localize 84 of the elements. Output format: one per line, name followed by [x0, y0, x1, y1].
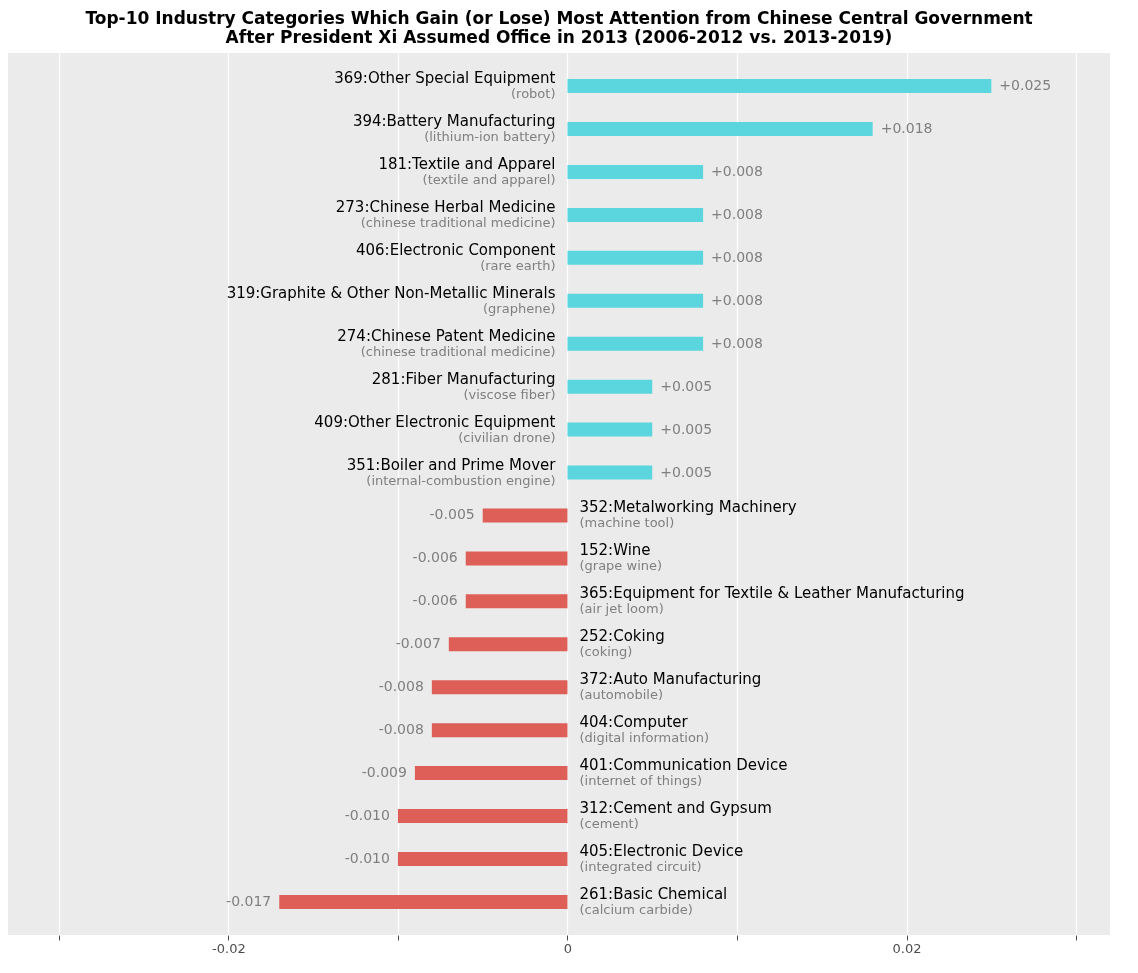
annotation: (machine tool) — [579, 515, 675, 531]
data-label: +0.008 — [711, 205, 763, 222]
y-tick-label: 369:Other Special Equipment — [334, 69, 556, 88]
data-label: +0.025 — [999, 77, 1052, 94]
data-label: -0.008 — [378, 678, 424, 695]
y-tick-label: 394:Battery Manufacturing — [352, 112, 556, 130]
y-tick-label: 406:Electronic Component — [355, 240, 556, 259]
annotation: (grape wine) — [579, 558, 663, 574]
y-tick-label: 409:Other Electronic Equipment — [314, 412, 556, 431]
annotation: (internal-combustion engine) — [366, 472, 556, 488]
bar — [397, 852, 568, 866]
annotation: (lithium-ion battery) — [424, 129, 556, 144]
bar — [567, 465, 653, 480]
annotation: (calcium carbide) — [579, 901, 693, 917]
annotation: (rare earth) — [480, 257, 556, 273]
x-tick-label: 0.02 — [892, 940, 922, 956]
annotation: (air jet loom) — [579, 601, 664, 617]
bar — [567, 122, 873, 136]
data-label: -0.006 — [412, 549, 458, 566]
y-tick-label: 152:Wine — [579, 541, 651, 560]
bar — [431, 723, 568, 738]
y-tick-label: 312:Cement and Gypsum — [579, 799, 772, 818]
y-tick-label: 405:Electronic Device — [579, 842, 744, 860]
bar — [567, 250, 704, 265]
y-tick-label: 274:Chinese Patent Medicine — [337, 326, 556, 345]
annotation: (automobile) — [579, 687, 663, 703]
data-label: -0.017 — [226, 892, 272, 909]
bar — [567, 164, 704, 179]
annotation: (graphene) — [483, 300, 556, 316]
annotation: (civilian drone) — [458, 429, 556, 445]
bar — [448, 637, 568, 652]
annotation: (cement) — [579, 816, 639, 832]
annotation: (integrated circuit) — [579, 859, 702, 874]
bar — [414, 766, 568, 781]
y-tick-label: 372:Auto Manufacturing — [579, 670, 762, 689]
bar — [465, 551, 568, 566]
y-tick-label: 319:Graphite & Other Non-Metallic Minerals — [226, 283, 556, 302]
data-label: +0.008 — [711, 248, 763, 265]
y-tick-label: 351:Boiler and Prime Mover — [346, 455, 557, 474]
data-label: +0.018 — [880, 120, 933, 136]
x-tick-label: 0 — [563, 940, 573, 956]
bar — [279, 894, 568, 909]
annotation: (internet of things) — [579, 773, 703, 789]
annotation: (chinese traditional medicine) — [360, 343, 556, 359]
annotation: (viscose fiber) — [463, 386, 556, 402]
data-label: -0.010 — [344, 807, 390, 824]
bar — [567, 79, 992, 94]
y-tick-label: 352:Metalworking Machinery — [579, 498, 797, 517]
bar — [482, 508, 568, 523]
bar — [397, 809, 568, 824]
y-tick-label: 273:Chinese Herbal Medicine — [335, 197, 556, 216]
y-tick-label: 281:Fiber Manufacturing — [371, 369, 556, 388]
bar — [567, 293, 704, 308]
chart-title: Top-10 Industry Categories Which Gain (or Lose) Most Attention from Chinese Central Government After President Xi Assumed Office in 2013 (2006-2012 vs. 2013-2019) — [85, 8, 1033, 47]
annotation: (robot) — [511, 86, 556, 102]
data-label: +0.008 — [711, 291, 763, 308]
bar — [567, 207, 704, 222]
data-label: +0.005 — [660, 463, 713, 480]
data-label: -0.005 — [429, 506, 475, 523]
data-label: -0.006 — [412, 592, 458, 609]
y-tick-label: 252:Coking — [579, 627, 665, 646]
annotation: (digital information) — [579, 730, 710, 746]
data-label: +0.008 — [711, 162, 763, 179]
x-tick-label: -0.02 — [212, 940, 246, 956]
y-tick-label: 401:Communication Device — [579, 756, 788, 775]
data-label: -0.008 — [378, 721, 424, 738]
data-label: +0.005 — [660, 420, 713, 437]
annotation: (coking) — [579, 644, 633, 660]
annotation: (textile and apparel) — [422, 171, 556, 187]
y-tick-label: 365:Equipment for Textile & Leather Manufacturing — [579, 584, 965, 603]
data-label: -0.010 — [344, 850, 390, 866]
y-tick-label: 181:Textile and Apparel — [378, 154, 556, 173]
bar — [567, 336, 704, 351]
annotation: (chinese traditional medicine) — [360, 214, 556, 230]
bar — [431, 680, 568, 695]
y-tick-label: 261:Basic Chemical — [579, 884, 728, 903]
data-label: -0.009 — [361, 764, 407, 781]
bar — [567, 422, 653, 437]
bar — [567, 379, 653, 394]
y-tick-label: 404:Computer — [579, 713, 689, 732]
data-label: +0.008 — [711, 334, 763, 351]
bar — [465, 594, 568, 609]
data-label: +0.005 — [660, 377, 713, 394]
data-label: -0.007 — [395, 635, 441, 652]
